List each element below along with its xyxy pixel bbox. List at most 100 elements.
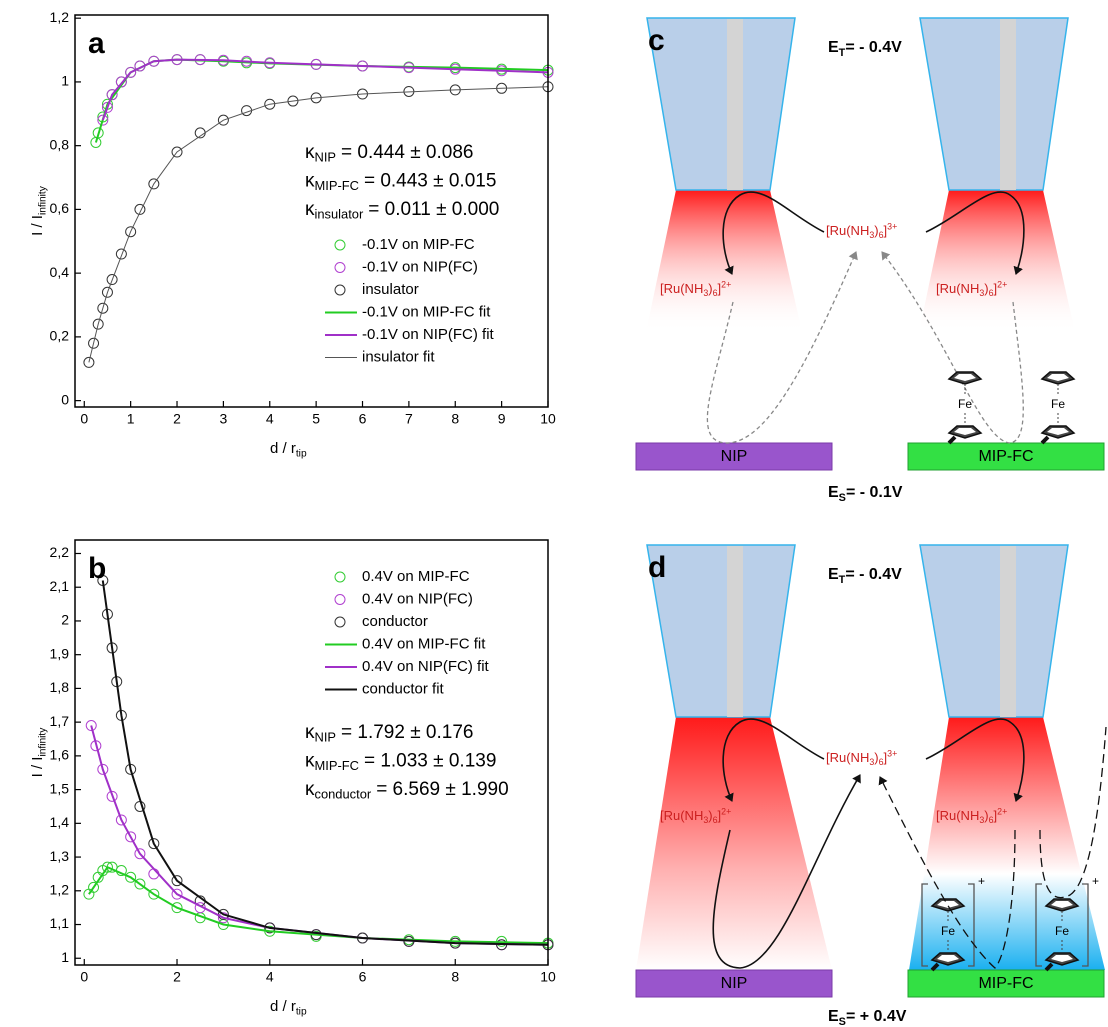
y-tick-label: 1,8: [50, 679, 70, 695]
y-tick-label: 0,4: [50, 264, 70, 280]
kappa-annotation-part: κ: [305, 751, 315, 772]
potential-label-part: T: [839, 47, 846, 59]
ru-reduced-part: 6: [713, 288, 718, 298]
kappa-annotation: κNIP = 0.444 ± 0.086: [305, 142, 473, 165]
data-point: [125, 226, 137, 238]
x-tick-label: 1: [127, 411, 135, 427]
ru-reduced-part: 3: [979, 815, 984, 825]
y-axis-label-part: I / I: [29, 757, 46, 778]
diffusion-cone: [646, 190, 802, 332]
ru-reduced-part: 6: [989, 288, 994, 298]
ring-face: [1047, 428, 1069, 435]
kappa-annotation-part: κ: [305, 722, 315, 743]
y-tick-label: 0,6: [50, 200, 70, 216]
y-tick-label: 1,3: [50, 848, 70, 864]
potential-label-part: S: [839, 492, 846, 504]
legend-marker: [334, 571, 346, 583]
data-point: [134, 848, 146, 860]
legend-label: conductor: [362, 613, 428, 630]
linker: [947, 435, 957, 445]
tip-wire: [727, 546, 743, 717]
data-point: [115, 814, 127, 826]
ru-reduced: [Ru(NH3)6]2+: [936, 807, 1007, 825]
y-tick-label: 1: [61, 949, 69, 965]
ru-reduced-part: [Ru(NH: [660, 808, 703, 823]
x-axis-label-part: tip: [296, 448, 307, 459]
legend-label: -0.1V on NIP(FC) fit: [362, 326, 495, 343]
ru-reduced-part: ]: [718, 808, 722, 823]
ru-reduced-part: 2+: [721, 280, 731, 290]
ru-reduced-part: 6: [989, 815, 994, 825]
electrode-label: MIP-FC: [978, 975, 1033, 992]
kappa-annotation: κMIP-FC = 0.443 ± 0.015: [305, 171, 496, 194]
data-point: [101, 101, 113, 113]
kappa-annotation-part: κ: [305, 171, 315, 192]
data-point: [115, 248, 127, 260]
x-tick-label: 8: [451, 969, 459, 985]
data-point: [97, 114, 109, 126]
y-axis-label-part: infinity: [37, 727, 48, 757]
data-point: [83, 356, 95, 368]
data-point: [148, 888, 160, 900]
kappa-annotation-part: = 6.569 ± 1.990: [376, 779, 508, 800]
electrode-label: NIP: [721, 448, 748, 465]
kappa-annotation-part: conductor: [315, 787, 372, 802]
ru-reduced-part: ): [708, 808, 712, 823]
ring-face: [954, 374, 976, 381]
y-tick-label: 1,9: [50, 645, 70, 661]
ru-oxidized: [Ru(NH3)6]3+: [826, 222, 897, 240]
plot-frame: [74, 539, 549, 966]
y-tick-label: 1,5: [50, 780, 70, 796]
potential-label: ET= - 0.4V: [828, 566, 902, 585]
ru-oxidized-part: 6: [879, 757, 884, 767]
data-point: [171, 888, 183, 900]
panel-label: b: [88, 552, 106, 585]
tip-glass: [919, 17, 1069, 191]
data-point: [148, 178, 160, 190]
reaction-arrow: [878, 776, 1016, 969]
diffusion-cone: [636, 717, 832, 970]
kappa-annotation: κNIP = 1.792 ± 0.176: [305, 722, 473, 745]
tip-wire: [727, 19, 743, 190]
y-tick-label: 1,2: [50, 9, 70, 25]
ring-face: [937, 901, 959, 908]
kappa-annotation-part: = 0.011 ± 0.000: [368, 199, 499, 220]
ru-reduced-part: ): [984, 808, 988, 823]
ru-oxidized-part: 3+: [887, 749, 897, 759]
charge: +: [978, 874, 985, 888]
ru-oxidized-part: 3: [869, 757, 874, 767]
potential-label-part: = + 0.4V: [846, 1008, 907, 1025]
ru-reduced-part: 3: [703, 288, 708, 298]
tip-glass: [919, 544, 1069, 718]
iron-label: Fe: [941, 924, 955, 938]
data-point: [148, 838, 160, 850]
data-point: [217, 912, 229, 924]
y-tick-label: 1,7: [50, 713, 70, 729]
kappa-annotation-part: NIP: [315, 730, 337, 745]
data-point: [106, 790, 118, 802]
ring-face: [1047, 374, 1069, 381]
electrode-label: NIP: [721, 975, 748, 992]
ru-oxidized-part: [Ru(NH: [826, 750, 869, 765]
kappa-annotation-part: = 1.792 ± 0.176: [341, 722, 473, 743]
x-tick-label: 10: [540, 411, 556, 427]
reaction-arrow: [1039, 726, 1107, 899]
potential-label-part: = - 0.1V: [846, 484, 903, 501]
fit-line: [88, 86, 549, 363]
reaction-arrow: [706, 251, 858, 444]
legend-marker: [334, 262, 346, 273]
plot-frame: [74, 14, 549, 408]
reaction-arrow: [881, 251, 1024, 444]
y-tick-label: 0,8: [50, 136, 70, 152]
x-tick-label: 10: [540, 969, 556, 985]
ru-reduced-part: 2+: [997, 807, 1007, 817]
data-point: [171, 902, 183, 914]
ru-oxidized-part: ): [874, 223, 878, 238]
x-tick-label: 2: [173, 969, 181, 985]
potential-label-part: T: [839, 574, 846, 586]
x-tick-label: 8: [451, 411, 459, 427]
x-tick-label: 4: [266, 969, 274, 985]
data-point: [134, 878, 146, 890]
data-point: [287, 95, 299, 107]
legend-label: -0.1V on MIP-FC: [362, 236, 475, 253]
